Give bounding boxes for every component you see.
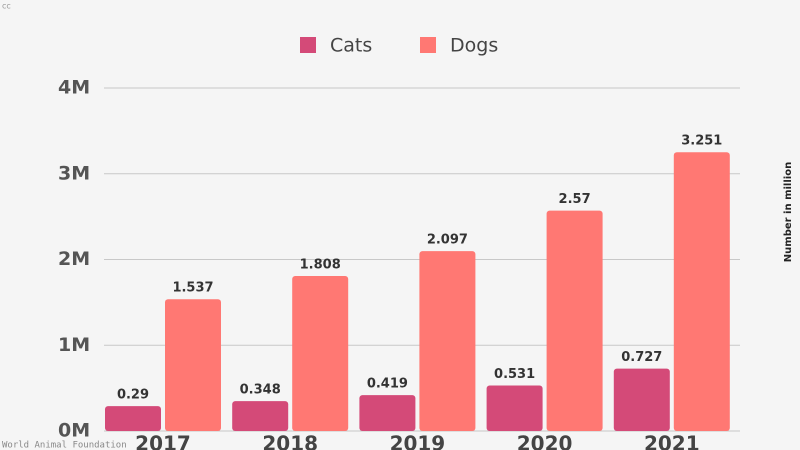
bar — [673, 152, 730, 431]
y-tick-label: 2M — [58, 248, 90, 270]
y-tick-label: 0M — [58, 420, 90, 442]
bar — [292, 275, 349, 431]
value-label: 2.57 — [559, 192, 591, 207]
legend-swatch — [300, 37, 316, 53]
legend-label: Dogs — [450, 35, 498, 57]
y-tick-label: 1M — [58, 334, 90, 356]
bar — [232, 401, 289, 431]
x-tick-label: 2021 — [644, 432, 700, 450]
x-tick-label: 2019 — [390, 432, 446, 450]
x-tick-label: 2018 — [262, 432, 318, 450]
value-label: 2.097 — [427, 233, 468, 248]
value-label: 3.251 — [681, 134, 722, 149]
value-label: 1.537 — [172, 281, 213, 296]
y-tick-label: 3M — [58, 162, 90, 184]
legend-label: Cats — [330, 35, 372, 57]
bar — [105, 406, 161, 431]
bar — [613, 368, 670, 431]
y-tick-label: 4M — [58, 77, 90, 99]
value-label: 0.727 — [621, 350, 662, 365]
bar — [486, 385, 543, 431]
value-label: 0.419 — [367, 377, 408, 392]
y-axis-label: Number in million — [783, 162, 794, 262]
corner-mark: cc — [2, 2, 11, 11]
bar — [359, 395, 416, 431]
bar — [546, 210, 603, 431]
x-tick-label: 2020 — [517, 432, 573, 450]
value-label: 0.531 — [494, 367, 535, 382]
value-label: 0.348 — [240, 383, 281, 398]
watermark: World Animal Foundation — [2, 441, 127, 450]
value-label: 0.29 — [117, 388, 149, 403]
x-tick-label: 2017 — [135, 432, 191, 450]
legend-swatch — [420, 37, 436, 53]
bar — [419, 251, 476, 431]
bar — [165, 299, 221, 431]
value-label: 1.808 — [300, 257, 341, 272]
